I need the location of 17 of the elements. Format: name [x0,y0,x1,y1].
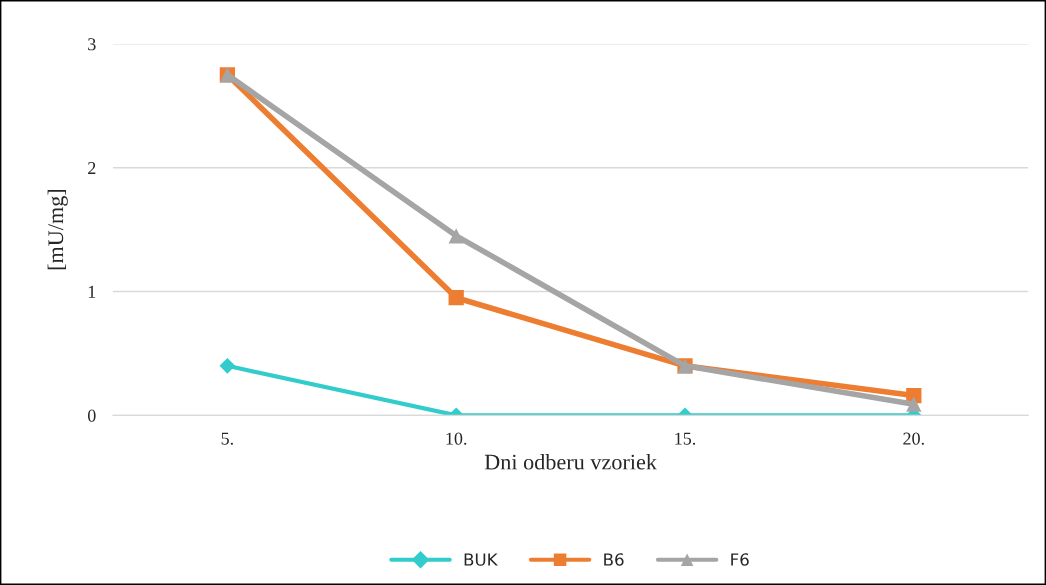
y-axis-title: [mU/mg] [47,189,68,270]
x-axis-title: Dni odberu vzoriek [484,453,657,470]
y-tick-label: 0 [87,409,96,422]
legend-label: F6 [731,553,749,566]
x-tick-label: 20. [903,432,924,445]
y-tick-label: 1 [88,285,96,298]
y-tick-label: 2 [88,162,96,174]
x-tick-label: 5. [221,432,233,445]
y-tick-label: 3 [88,38,96,51]
legend-label: BUK [464,553,498,566]
legend-label: B6 [604,553,624,566]
point [448,290,464,306]
point [219,357,236,374]
x-tick-label: 15. [675,432,696,445]
x-tick-label: 10. [446,432,467,445]
point [448,228,464,244]
point [906,396,922,412]
